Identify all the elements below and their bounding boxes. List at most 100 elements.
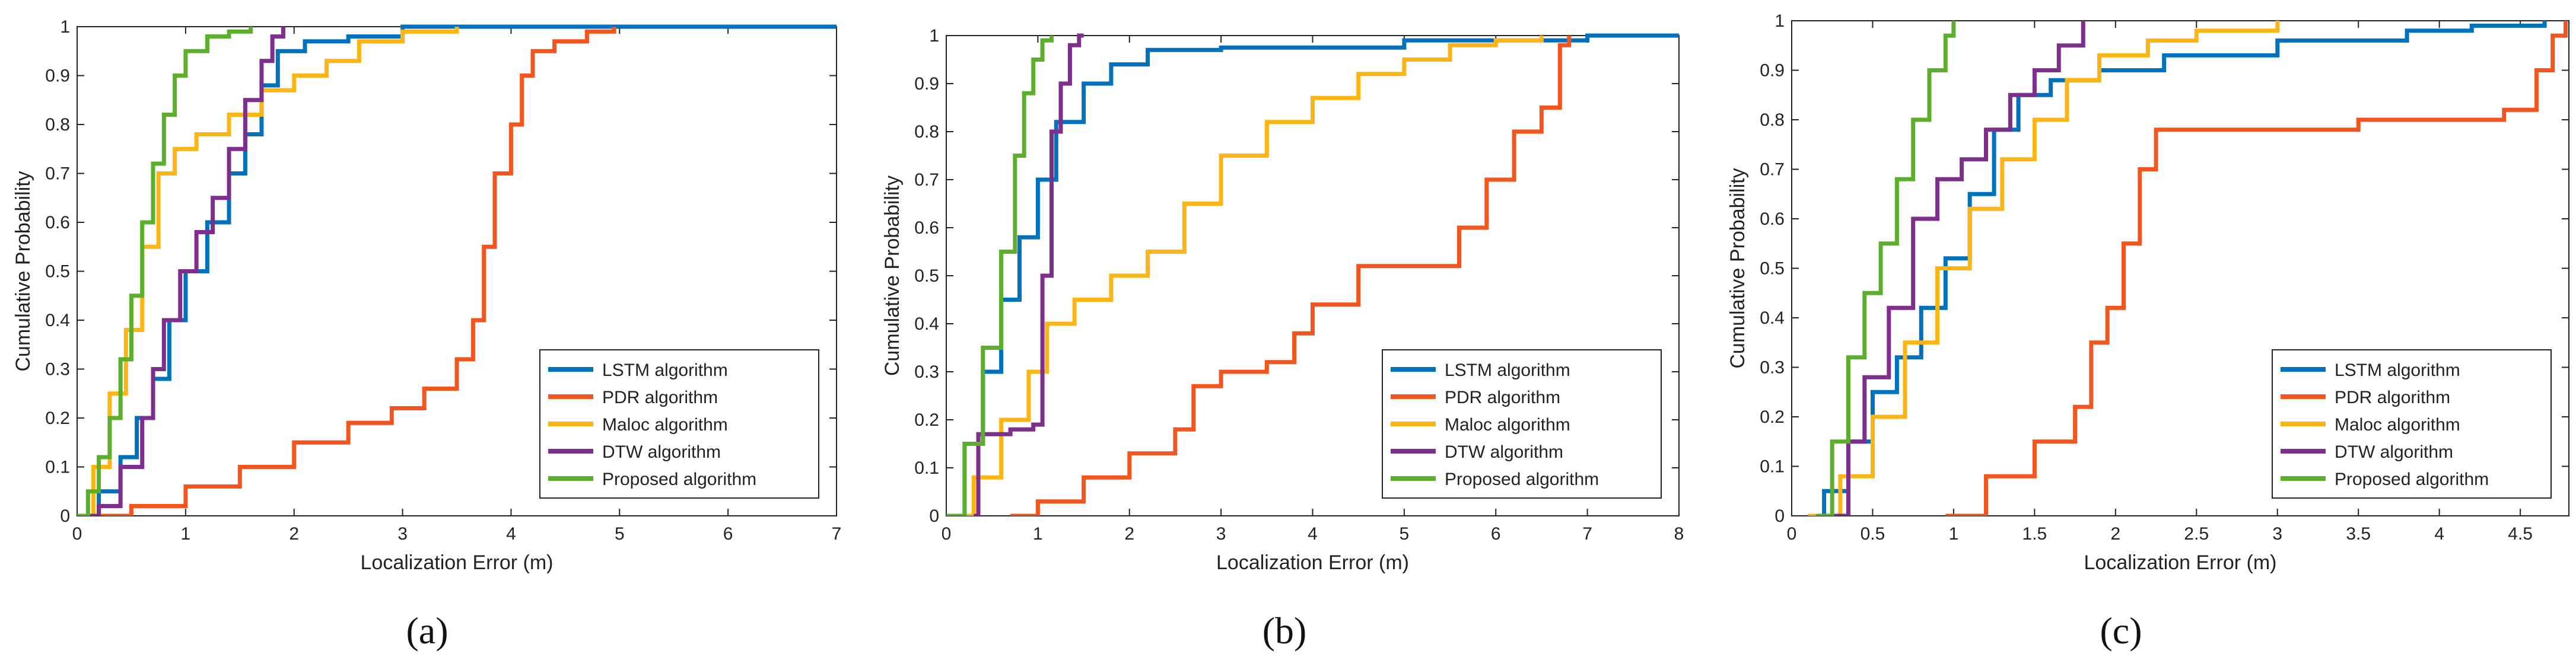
y-tick-label: 0.7 bbox=[1760, 160, 1785, 180]
series-line-pdr bbox=[1945, 21, 2568, 516]
x-tick-label: 7 bbox=[1582, 524, 1592, 544]
x-tick-label: 0 bbox=[72, 524, 82, 544]
series-line-pdr bbox=[1010, 36, 1572, 516]
x-axis-label: Localization Error (m) bbox=[1216, 551, 1409, 574]
x-tick-label: 6 bbox=[1491, 524, 1501, 544]
y-tick-label: 0.6 bbox=[45, 213, 70, 232]
legend-label: LSTM algorithm bbox=[602, 360, 728, 380]
legend-label: LSTM algorithm bbox=[2335, 360, 2460, 380]
legend-label: Proposed algorithm bbox=[602, 470, 756, 489]
y-tick-label: 1 bbox=[929, 26, 939, 46]
x-tick-label: 1 bbox=[181, 524, 191, 544]
chart-panel-3: 0 0.5 1 1.5 2 2.5 3 3.5 4 4.5 0 0.1 0.2 0.3 0.4 0.5 0.6 0… bbox=[1726, 11, 2569, 652]
legend-label: DTW algorithm bbox=[1445, 442, 1563, 462]
y-tick-label: 0.5 bbox=[1760, 259, 1785, 279]
y-tick-label: 0.2 bbox=[45, 409, 70, 428]
series-line-pdr bbox=[98, 27, 616, 516]
chart-panel-2: 0 1 2 3 4 5 6 7 8 0 0.1 0.2 0.3 0.4 0.5 0.6 0.7 0.8 0.9 1 Lo… bbox=[881, 26, 1684, 652]
x-tick-label: 1 bbox=[1033, 524, 1043, 544]
legend-label: Proposed algorithm bbox=[2335, 470, 2489, 489]
y-tick-label: 0.5 bbox=[45, 262, 70, 282]
y-tick-label: 0.4 bbox=[45, 311, 70, 330]
x-tick-label: 3 bbox=[2272, 524, 2282, 544]
x-axis-label: Localization Error (m) bbox=[361, 551, 554, 574]
y-axis-label: Cumulative Probability bbox=[12, 171, 34, 371]
y-tick-label: 0.3 bbox=[45, 360, 70, 379]
y-tick-label: 0.9 bbox=[45, 66, 70, 86]
y-tick-label: 0.4 bbox=[1760, 308, 1785, 328]
series-line-proposed bbox=[77, 27, 253, 516]
legend-label: Maloc algorithm bbox=[1445, 415, 1570, 435]
y-axis-label: Cumulative Probability bbox=[881, 176, 904, 376]
legend-label: DTW algorithm bbox=[602, 442, 721, 462]
x-tick-label: 2 bbox=[2110, 524, 2120, 544]
series-line-maloc bbox=[946, 36, 1544, 516]
x-tick-label: 8 bbox=[1674, 524, 1684, 544]
x-tick-label: 1.5 bbox=[2022, 524, 2047, 544]
x-tick-label: 1 bbox=[1949, 524, 1959, 544]
x-tick-label: 4 bbox=[1308, 524, 1318, 544]
y-tick-label: 0.7 bbox=[914, 170, 939, 190]
legend: LSTM algorithm PDR algorithm Maloc algorit… bbox=[2272, 349, 2552, 499]
y-tick-label: 0 bbox=[60, 506, 70, 526]
legend-label: PDR algorithm bbox=[2335, 388, 2450, 407]
series-line-dtw bbox=[77, 27, 285, 516]
series-line-maloc bbox=[1808, 21, 2280, 516]
y-tick-label: 0.6 bbox=[914, 218, 939, 238]
y-tick-label: 0.7 bbox=[45, 164, 70, 184]
panel-label: (b) bbox=[1262, 610, 1307, 652]
x-tick-label: 4 bbox=[2434, 524, 2444, 544]
y-tick-label: 0.2 bbox=[914, 410, 939, 430]
x-tick-label: 4 bbox=[506, 524, 516, 544]
panel-label: (c) bbox=[2100, 610, 2142, 652]
y-tick-label: 0.4 bbox=[914, 314, 939, 334]
y-axis-label: Cumulative Probability bbox=[1726, 168, 1749, 368]
legend-label: LSTM algorithm bbox=[1445, 360, 1570, 380]
x-tick-label: 3 bbox=[1216, 524, 1226, 544]
y-tick-label: 1 bbox=[1774, 11, 1785, 31]
y-tick-label: 0.9 bbox=[914, 74, 939, 94]
x-tick-label: 0.5 bbox=[1861, 524, 1885, 544]
legend: LSTM algorithm PDR algorithm Maloc algorit… bbox=[1382, 349, 1662, 499]
x-axis-label: Localization Error (m) bbox=[2084, 551, 2277, 574]
y-tick-label: 0.3 bbox=[914, 362, 939, 382]
x-tick-label: 0 bbox=[1787, 524, 1797, 544]
series-line-lstm bbox=[946, 33, 1679, 516]
y-tick-label: 0.1 bbox=[1760, 457, 1785, 477]
legend-label: DTW algorithm bbox=[2335, 442, 2453, 462]
series-line-lstm bbox=[77, 24, 837, 516]
x-tick-label: 7 bbox=[832, 524, 842, 544]
x-tick-label: 3 bbox=[397, 524, 408, 544]
x-tick-label: 2 bbox=[1124, 524, 1134, 544]
x-tick-label: 0 bbox=[942, 524, 952, 544]
legend: LSTM algorithm PDR algorithm Maloc algorit… bbox=[539, 349, 819, 499]
legend-label: PDR algorithm bbox=[602, 388, 718, 407]
y-tick-label: 0.6 bbox=[1760, 209, 1785, 229]
x-tick-label: 6 bbox=[723, 524, 733, 544]
y-tick-label: 0.1 bbox=[45, 458, 70, 477]
y-tick-label: 1 bbox=[60, 17, 70, 37]
x-tick-label: 2.5 bbox=[2184, 524, 2209, 544]
x-tick-label: 5 bbox=[1400, 524, 1410, 544]
series-line-dtw bbox=[974, 33, 1084, 516]
y-tick-label: 0.2 bbox=[1760, 407, 1785, 427]
x-tick-label: 2 bbox=[289, 524, 299, 544]
y-tick-label: 0.8 bbox=[45, 115, 70, 135]
legend-label: Maloc algorithm bbox=[602, 415, 728, 435]
legend-label: Proposed algorithm bbox=[1445, 470, 1599, 489]
y-tick-label: 0.3 bbox=[1760, 358, 1785, 378]
y-tick-label: 0.9 bbox=[1760, 61, 1785, 81]
series-line-proposed bbox=[946, 36, 1054, 516]
legend-label: Maloc algorithm bbox=[2335, 415, 2460, 435]
x-tick-label: 5 bbox=[615, 524, 625, 544]
series-line-proposed bbox=[1815, 21, 1956, 516]
y-tick-label: 0 bbox=[1774, 506, 1785, 526]
series-line-dtw bbox=[1832, 21, 2085, 516]
x-tick-label: 4.5 bbox=[2508, 524, 2533, 544]
x-tick-label: 3.5 bbox=[2346, 524, 2371, 544]
legend-label: PDR algorithm bbox=[1445, 388, 1560, 407]
panel-label: (a) bbox=[406, 610, 448, 652]
y-tick-label: 0.1 bbox=[914, 458, 939, 478]
chart-panel-1: 0 1 2 3 4 5 6 7 0 0.1 0.2 0.3 0.4 0.5 0.6 0.7 0.8 0.9 1 Loc… bbox=[12, 17, 841, 652]
